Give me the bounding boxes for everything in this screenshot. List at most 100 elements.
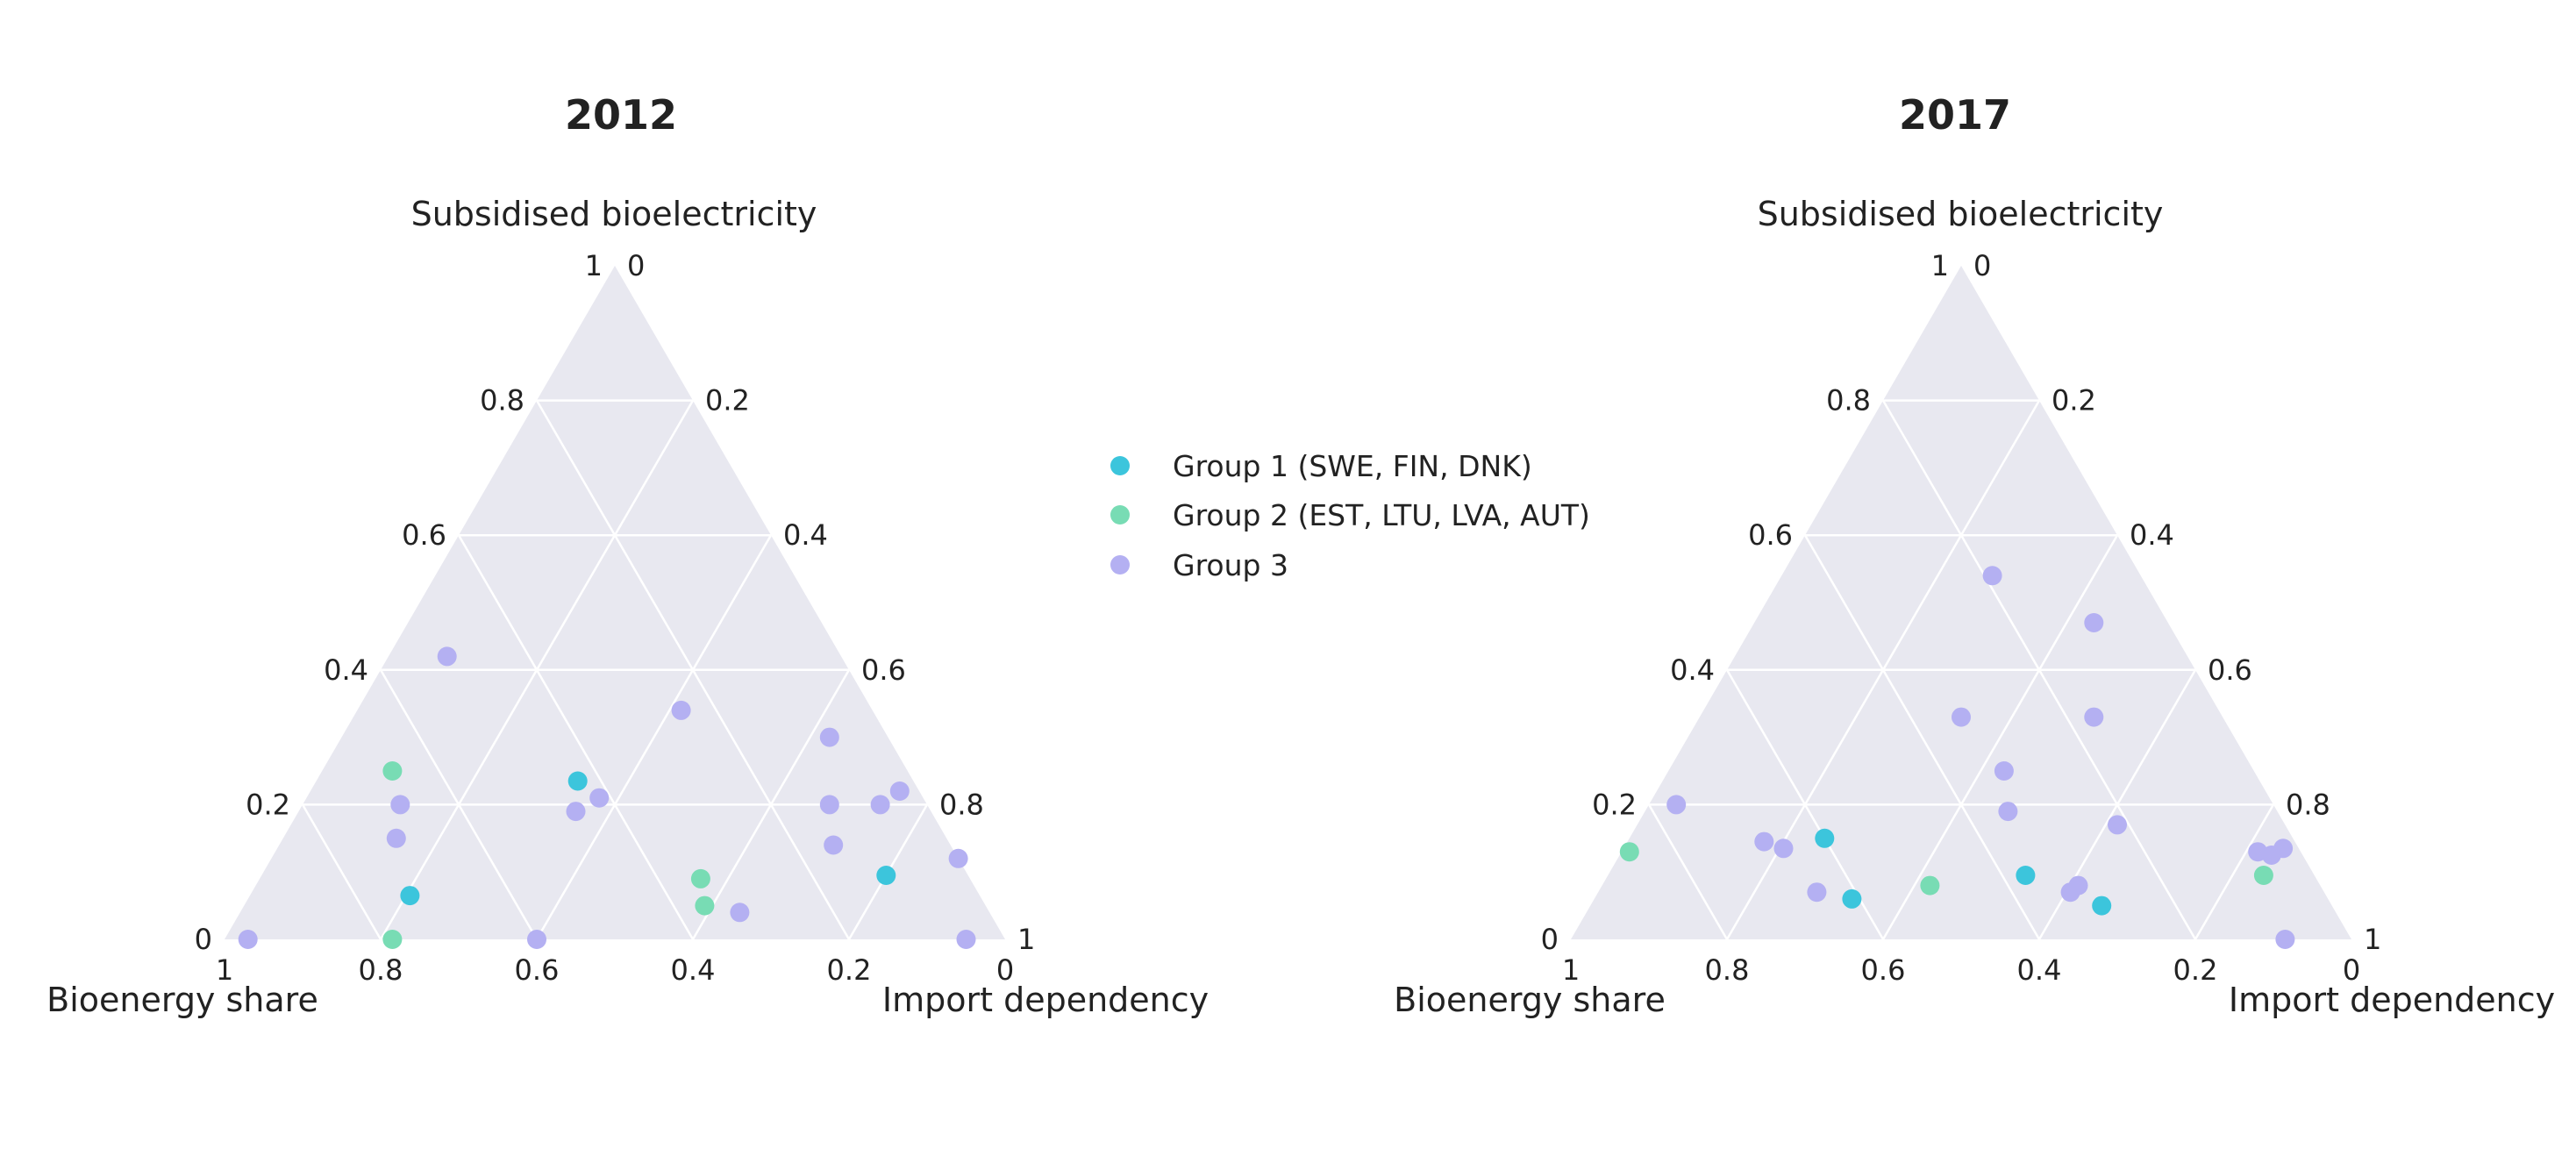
data-point-group-3[interactable] (238, 930, 258, 949)
data-point-group-2[interactable] (2253, 866, 2273, 885)
gridlines (1647, 399, 2275, 940)
tick-label-a: 0.2 (246, 788, 290, 821)
tick-label-a: 0.8 (1826, 384, 1871, 417)
tick-label-c: 0.4 (2130, 518, 2174, 552)
tick-label-b: 0.4 (671, 953, 716, 987)
data-point-group-1[interactable] (2092, 896, 2112, 916)
data-point-group-1[interactable] (1815, 828, 1835, 848)
data-point-group-2[interactable] (1619, 842, 1639, 862)
tick-label-a: 0.6 (402, 518, 446, 552)
data-point-group-3[interactable] (671, 700, 691, 720)
axis-title-c: Import dependency (2229, 981, 2555, 1019)
tick-label-b: 0.4 (2017, 953, 2062, 987)
data-point-group-3[interactable] (527, 930, 546, 949)
data-point-group-3[interactable] (870, 795, 890, 815)
data-point-group-3[interactable] (819, 727, 839, 747)
tick-label-a: 0.4 (324, 653, 368, 687)
tick-label-b: 0 (996, 953, 1014, 987)
axis-title-a: Subsidised bioelectricity (411, 195, 817, 233)
chart-title: 2017 (1899, 91, 2011, 139)
tick-label-b: 0.6 (515, 953, 560, 987)
legend-item-group-1[interactable]: Group 1 (SWE, FIN, DNK) (1110, 449, 1532, 483)
data-point-group-3[interactable] (824, 835, 844, 855)
data-point-group-3[interactable] (1998, 802, 2018, 822)
gridlines (301, 399, 929, 940)
tick-label-a: 0 (1541, 923, 1559, 956)
legend-marker-group-3 (1110, 555, 1130, 574)
legend-marker-group-2 (1110, 505, 1130, 524)
ternary-plot-2017: 2017 Subsidised bioelectricity Bioenergy… (1394, 91, 2555, 1019)
tick-label-c: 0.4 (783, 518, 828, 552)
gridline (1881, 534, 2119, 940)
tick-label-a: 0.6 (1748, 518, 1793, 552)
chart-title: 2012 (565, 91, 677, 139)
tick-label-c: 0.6 (2208, 653, 2252, 687)
tick-label-b: 0.8 (359, 953, 403, 987)
data-point-group-3[interactable] (1982, 566, 2002, 586)
data-point-group-1[interactable] (1842, 888, 1862, 909)
data-point-group-3[interactable] (1994, 761, 2014, 781)
data-point-group-3[interactable] (1773, 838, 1794, 859)
data-point-group-3[interactable] (589, 788, 610, 808)
data-point-group-1[interactable] (2016, 866, 2036, 885)
data-point-group-1[interactable] (876, 866, 896, 885)
data-point-group-2[interactable] (382, 761, 403, 781)
tick-label-c: 0 (1973, 249, 1991, 282)
legend-item-group-3[interactable]: Group 3 (1110, 548, 1288, 582)
gridline (691, 669, 851, 940)
tick-label-a: 1 (1931, 249, 1949, 282)
data-point-group-3[interactable] (2275, 930, 2295, 949)
tick-label-b: 0.2 (827, 953, 872, 987)
tick-label-c: 0.8 (2286, 788, 2330, 821)
data-point-group-1[interactable] (567, 771, 588, 791)
tick-label-b: 0.8 (1705, 953, 1750, 987)
legend-item-group-2[interactable]: Group 2 (EST, LTU, LVA, AUT) (1110, 498, 1590, 532)
data-point-group-2[interactable] (382, 930, 403, 949)
tick-label-c: 1 (2364, 923, 2381, 956)
data-point-group-2[interactable] (1920, 875, 1940, 896)
axis-title-b: Bioenergy share (46, 981, 318, 1019)
legend-label-group-3: Group 3 (1173, 548, 1288, 582)
tick-label-b: 1 (1562, 953, 1580, 987)
data-point-group-3[interactable] (2108, 815, 2127, 835)
data-point-group-3[interactable] (1952, 707, 1971, 727)
legend: Group 1 (SWE, FIN, DNK) Group 2 (EST, LT… (1110, 449, 1590, 582)
data-point-group-3[interactable] (730, 903, 750, 923)
plot-area (1571, 266, 2351, 939)
data-point-group-3[interactable] (2068, 875, 2088, 896)
data-point-group-2[interactable] (695, 896, 715, 916)
data-point-group-3[interactable] (1807, 882, 1827, 903)
data-point-group-3[interactable] (437, 646, 457, 667)
data-point-group-3[interactable] (948, 848, 968, 868)
gridline (301, 803, 382, 940)
legend-label-group-2: Group 2 (EST, LTU, LVA, AUT) (1173, 498, 1590, 532)
axis-title-b: Bioenergy share (1394, 981, 1666, 1019)
data-point-group-3[interactable] (566, 802, 586, 822)
data-point-group-3[interactable] (1666, 795, 1687, 815)
tick-label-c: 0 (627, 249, 645, 282)
data-point-group-1[interactable] (400, 886, 420, 906)
data-point-group-3[interactable] (819, 795, 839, 815)
gridline (535, 534, 773, 940)
tick-label-a: 0 (195, 923, 212, 956)
tick-label-c: 1 (1017, 923, 1035, 956)
tick-label-c: 0.6 (861, 653, 906, 687)
data-point-group-3[interactable] (2084, 707, 2104, 727)
data-point-group-3[interactable] (1754, 831, 1774, 852)
data-point-group-3[interactable] (2084, 613, 2104, 632)
legend-label-group-1: Group 1 (SWE, FIN, DNK) (1173, 449, 1532, 483)
axis-title-a: Subsidised bioelectricity (1758, 195, 2164, 233)
gridline (2194, 803, 2275, 940)
data-point-group-3[interactable] (390, 795, 410, 815)
data-point-group-3[interactable] (889, 781, 910, 801)
tick-label-b: 0 (2343, 953, 2360, 987)
data-point-group-3[interactable] (386, 828, 406, 848)
tick-label-c: 0.2 (2052, 384, 2096, 417)
data-point-group-3[interactable] (2261, 846, 2281, 865)
data-point-group-3[interactable] (956, 930, 976, 949)
gridline (457, 534, 695, 940)
tick-label-a: 0.4 (1670, 653, 1715, 687)
tick-label-b: 0.6 (1861, 953, 1906, 987)
data-point-group-2[interactable] (690, 868, 710, 888)
